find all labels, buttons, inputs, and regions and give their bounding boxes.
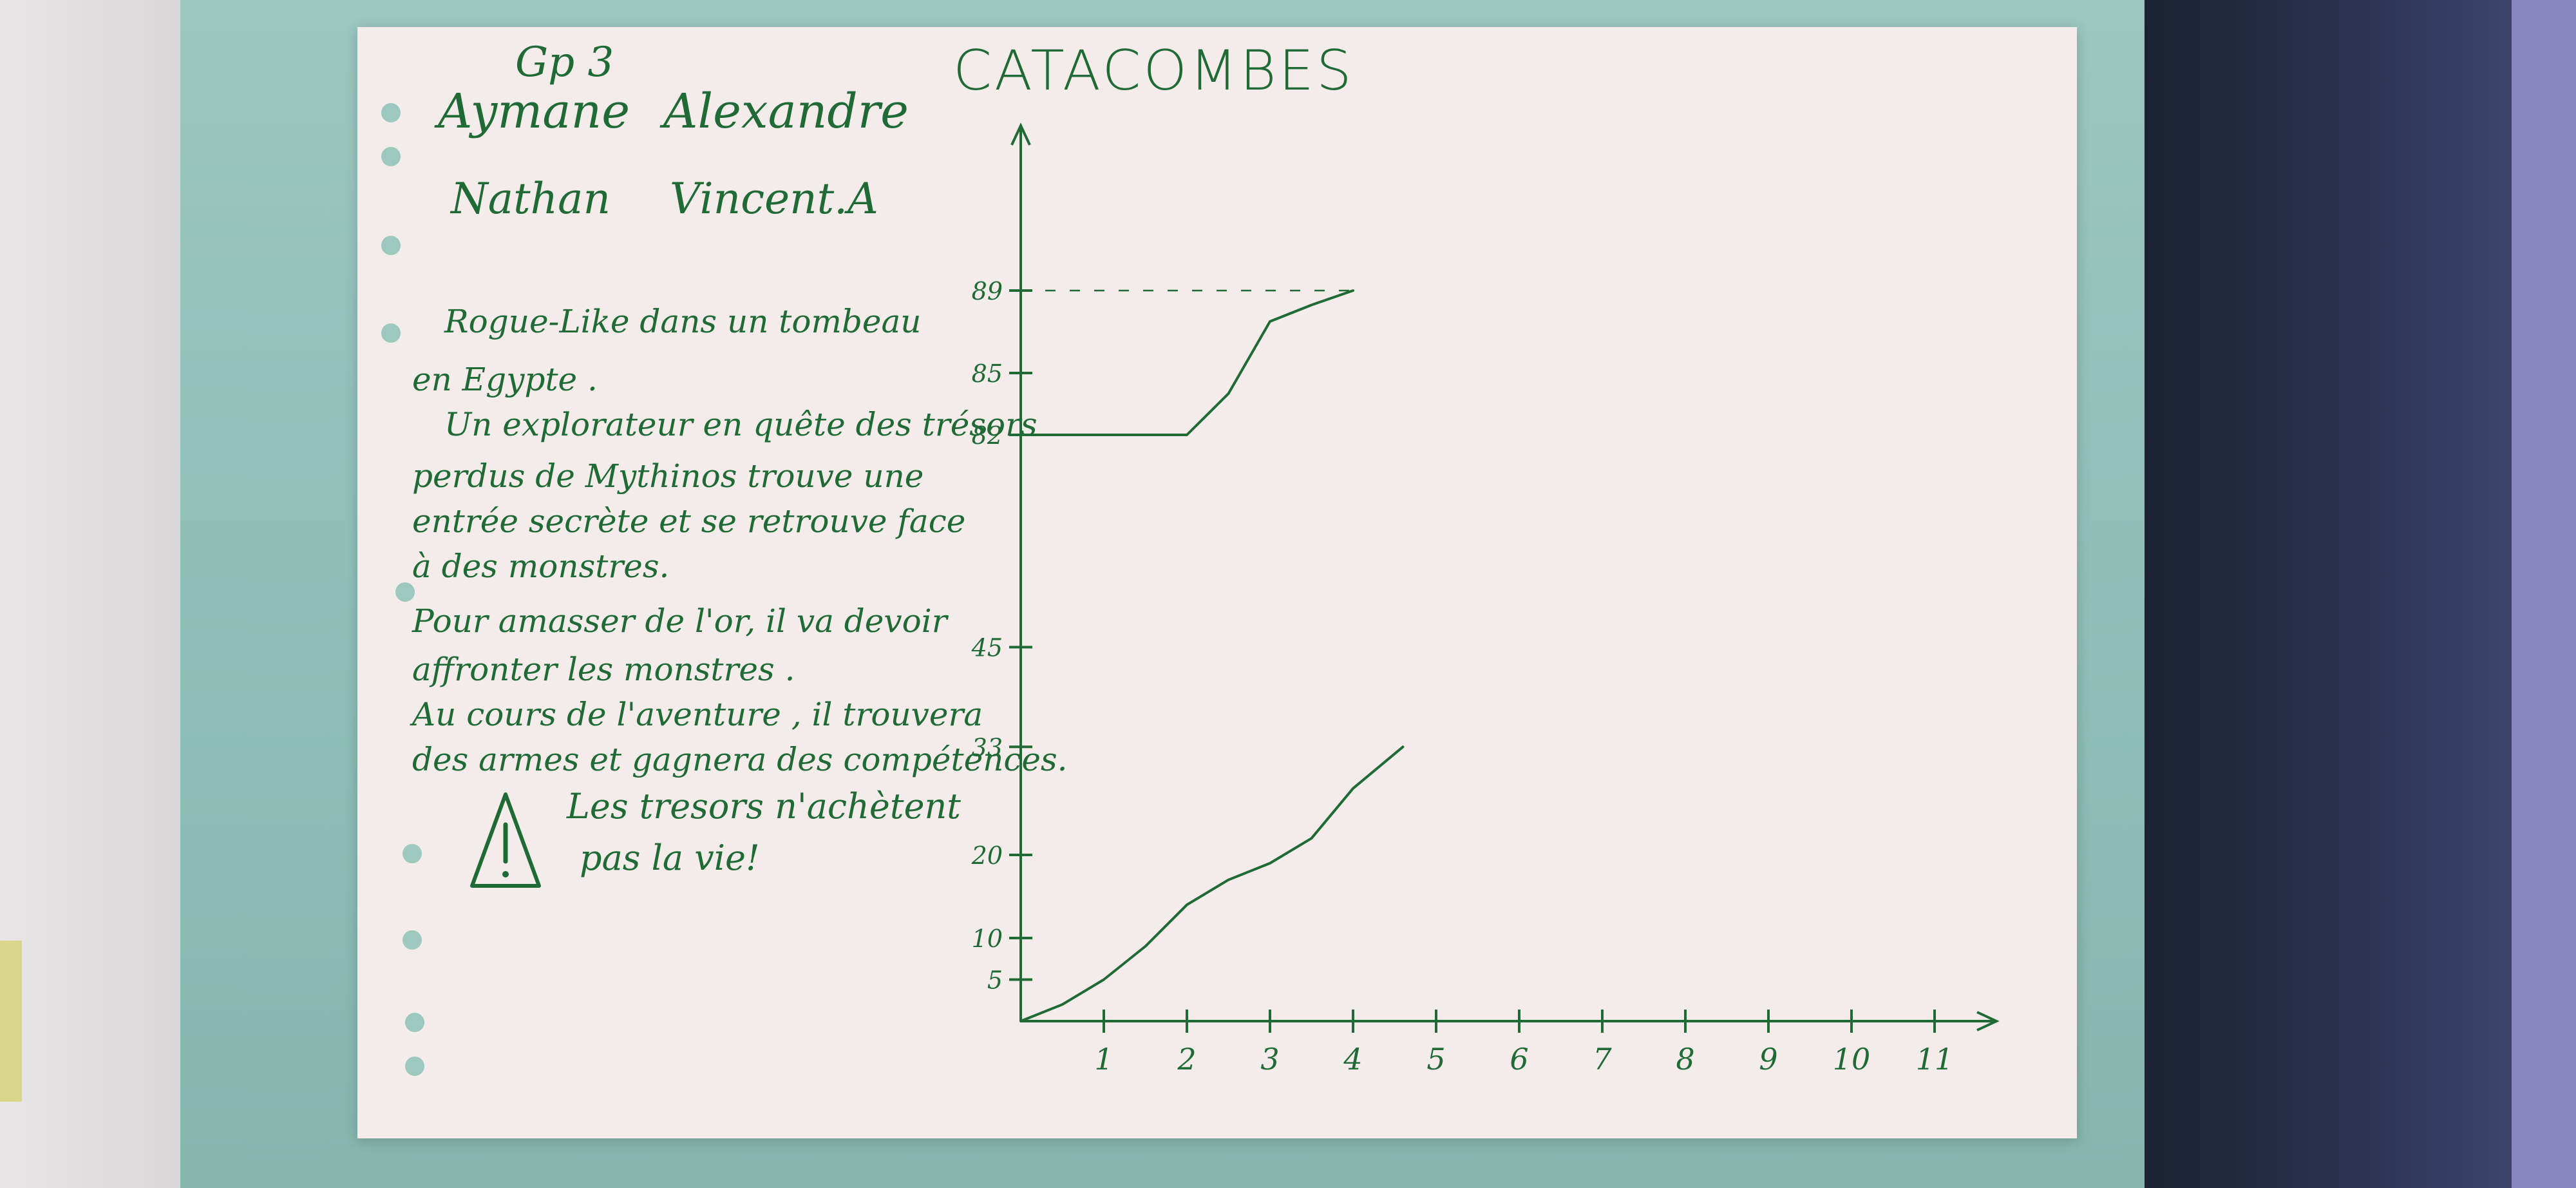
description-line: Pour amasser de l'or, il va devoir bbox=[412, 602, 947, 640]
punch-hole bbox=[405, 1013, 424, 1032]
x-tick-label: 9 bbox=[1759, 1042, 1777, 1077]
description-line: entrée secrète et se retrouve face bbox=[412, 503, 966, 540]
punch-hole bbox=[405, 1057, 424, 1076]
x-tick-label: 3 bbox=[1260, 1042, 1279, 1077]
y-tick-label: 10 bbox=[972, 925, 1003, 953]
y-tick-label: 85 bbox=[972, 359, 1003, 388]
punch-hole bbox=[381, 236, 401, 255]
x-axis-arrow bbox=[1976, 1011, 2000, 1031]
punch-hole bbox=[402, 930, 422, 950]
warning-line: Les tresors n'achètent bbox=[567, 786, 961, 827]
x-tick-label: 10 bbox=[1833, 1042, 1871, 1077]
group-label: Gp 3 bbox=[515, 39, 614, 86]
description-line: des armes et gagnera des compétences. bbox=[412, 741, 1068, 778]
purple-edge bbox=[2512, 0, 2576, 1188]
warning-triangle-icon bbox=[470, 792, 541, 888]
description-line: Au cours de l'aventure , il trouvera bbox=[412, 696, 983, 733]
punch-hole bbox=[381, 147, 401, 166]
name-nathan: Nathan bbox=[451, 174, 611, 224]
x-tick-label: 4 bbox=[1343, 1042, 1362, 1077]
punch-hole bbox=[381, 323, 401, 343]
x-tick-label: 6 bbox=[1510, 1042, 1528, 1077]
name-aymane: Aymane bbox=[438, 84, 630, 139]
description-line: en Egypte . bbox=[412, 361, 598, 398]
name-alexandre: Alexandre bbox=[663, 84, 909, 139]
description-line: affronter les monstres . bbox=[412, 651, 795, 688]
x-tick-label: 2 bbox=[1177, 1042, 1196, 1077]
x-tick-label: 7 bbox=[1593, 1042, 1612, 1077]
x-tick-label: 5 bbox=[1426, 1042, 1445, 1077]
y-axis-arrow bbox=[1010, 122, 1031, 146]
x-tick-label: 1 bbox=[1094, 1042, 1113, 1077]
punch-hole bbox=[381, 103, 401, 122]
y-tick-label: 33 bbox=[972, 733, 1003, 762]
y-tick-label: 82 bbox=[972, 421, 1003, 450]
description-line: à des monstres. bbox=[412, 548, 670, 585]
paper-sheet bbox=[357, 27, 2077, 1138]
punch-hole bbox=[395, 582, 415, 602]
description-line: perdus de Mythinos trouve une bbox=[412, 457, 924, 495]
y-tick-label: 20 bbox=[971, 841, 1003, 870]
description-line: Rogue-Like dans un tombeau bbox=[444, 303, 922, 340]
y-tick-label: 45 bbox=[971, 634, 1003, 662]
series-line-1 bbox=[1019, 745, 1405, 1022]
chart-title: CATACOMBES bbox=[953, 39, 1354, 103]
x-tick-label: 8 bbox=[1676, 1042, 1694, 1077]
x-tick-label: 11 bbox=[1916, 1042, 1954, 1077]
series-line-2 bbox=[1019, 289, 1354, 436]
y-tick-label: 5 bbox=[987, 966, 1003, 995]
name-vincent: Vincent.A bbox=[670, 174, 878, 224]
description-line: Un explorateur en quête des trésors bbox=[444, 406, 1037, 443]
sticky-note bbox=[0, 941, 22, 1102]
punch-hole bbox=[402, 844, 422, 863]
y-tick-label: 89 bbox=[972, 277, 1003, 305]
warning-line: pas la vie! bbox=[580, 838, 760, 878]
dark-panel bbox=[2145, 0, 2531, 1188]
